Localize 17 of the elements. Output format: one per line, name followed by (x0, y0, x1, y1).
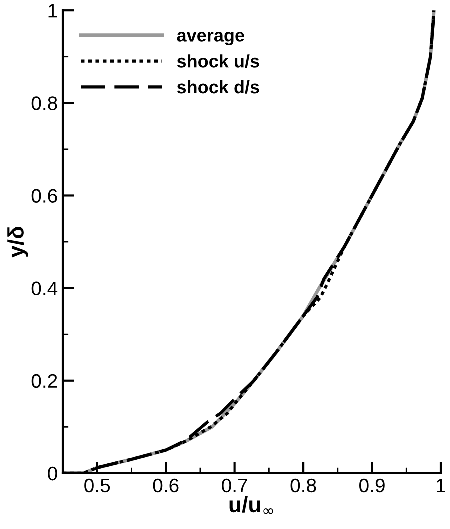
y-axis-title: y/δ (8, 226, 28, 258)
x-tick-label: 0.7 (222, 478, 248, 493)
x-tick-label: 1 (437, 479, 446, 492)
y-tick-label: 0.6 (32, 189, 58, 203)
legend-label: shock u/s (177, 54, 260, 68)
legend-label: shock d/s (177, 80, 260, 94)
x-tick-label: 0.8 (290, 478, 316, 493)
y-tick-label: 0.2 (32, 374, 58, 388)
y-tick-label: 0.4 (32, 282, 58, 296)
x-tick-label: 0.6 (153, 478, 179, 493)
x-tick-label: 0.9 (360, 478, 385, 493)
x-axis-title: u/u$_{∞}$ (230, 496, 274, 514)
y-tick-label: 0 (48, 466, 58, 481)
y-tick-label: 1 (48, 4, 58, 18)
y-tick-label: 0.8 (32, 96, 58, 110)
legend-label: average (177, 32, 244, 46)
x-tick-label: 0.5 (84, 478, 110, 493)
